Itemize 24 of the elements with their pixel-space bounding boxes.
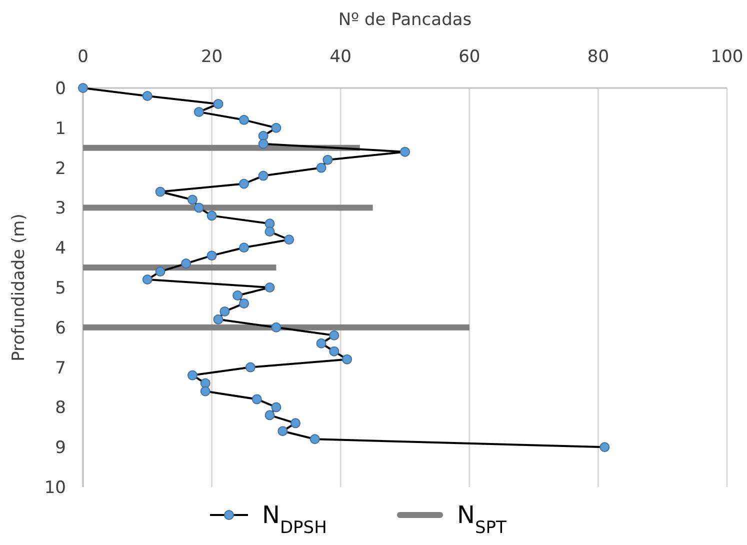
chart-title: Nº de Pancadas (338, 10, 472, 30)
y-tick-label: 9 (55, 438, 66, 458)
bar (83, 324, 470, 330)
y-tick-label: 1 (55, 118, 66, 139)
y-tick-label: 5 (55, 278, 66, 298)
y-axis-title: Profundidade (m) (9, 214, 29, 362)
x-tick-label: 60 (458, 47, 480, 67)
y-tick-label: 4 (55, 238, 66, 259)
legend-label: N$_{DPSH}$ (262, 501, 327, 538)
y-tick-label: 3 (55, 198, 66, 219)
legend-label: N$_{SPT}$ (457, 501, 507, 538)
y-tick-label: 2 (55, 158, 66, 179)
y-tick-label: 8 (55, 398, 66, 418)
y-tick-label: 6 (55, 318, 66, 338)
x-tick-label: 20 (200, 47, 223, 67)
x-tick-label: 40 (330, 47, 352, 67)
y-tick-label: 0 (55, 78, 66, 99)
y-tick-label: 7 (55, 358, 66, 378)
x-tick-label: 80 (587, 47, 610, 67)
y-tick-label: 10 (44, 478, 66, 498)
x-tick-label: 100 (710, 47, 744, 67)
x-tick-label: 0 (78, 47, 88, 67)
bar (83, 264, 276, 271)
bar (83, 204, 373, 211)
